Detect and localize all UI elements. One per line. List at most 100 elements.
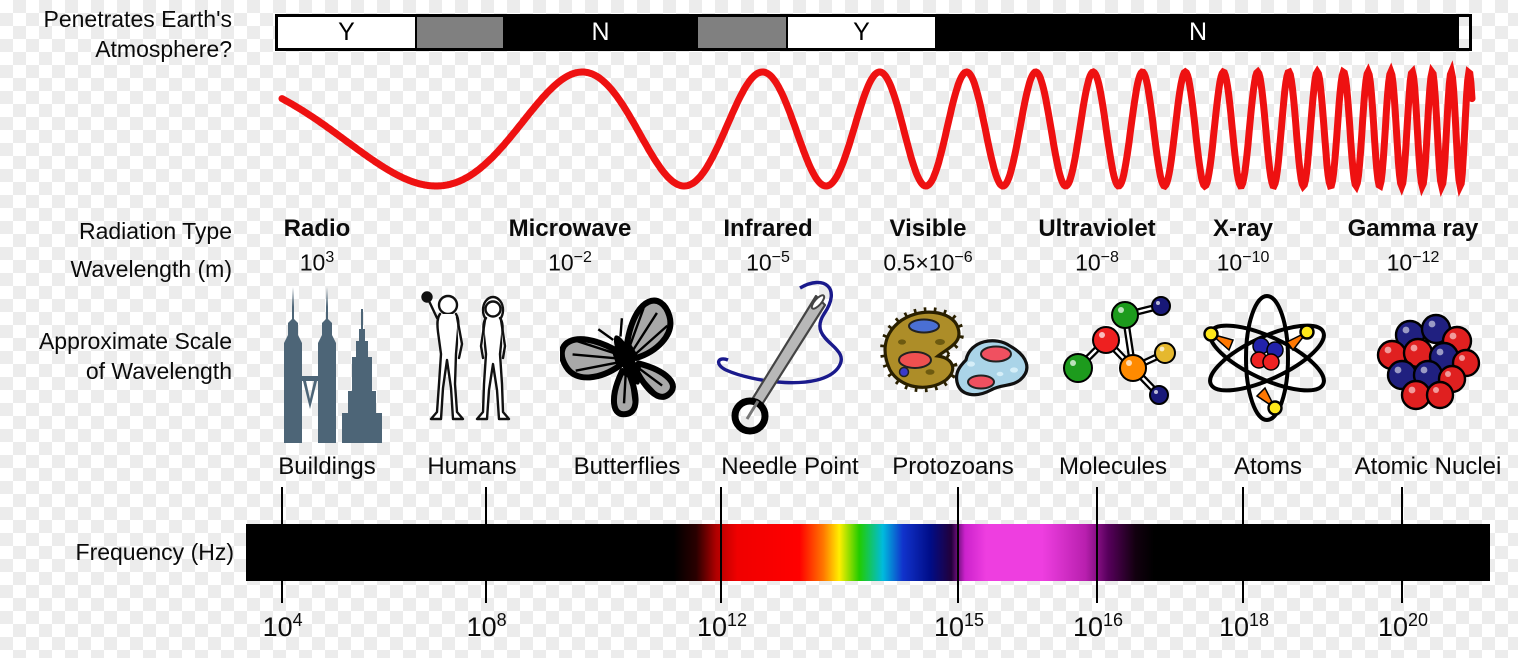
scale-row-label-line1: Approximate Scale [38,328,232,354]
frequency-exponent: 4 [292,610,303,630]
radiation-type-row-label: Radiation Type [78,218,232,244]
atmosphere-row-label-line1: Penetrates Earth's [43,6,233,32]
wavelength-row-label: Wavelength (m) [70,256,232,282]
frequency-tick [1401,487,1403,603]
frequency-exponent: 16 [1103,610,1124,630]
atom-icon [1203,294,1326,422]
frequency-value: 108 [467,610,507,643]
frequency-value: 1020 [1378,610,1428,643]
wavelength-value: 0.5×10−6 [883,249,972,277]
needle-icon [717,280,843,435]
wavelength-exponent: 3 [325,249,335,266]
atmosphere-segment: Y [786,17,935,48]
scale-item-label: Atomic Nuclei [1354,453,1502,480]
scale-item-label: Molecules [1058,453,1168,480]
wavelength-base: 10 [299,249,326,276]
scale-item-label: Butterflies [573,453,681,480]
frequency-spectrum-bar [246,524,1490,581]
scale-item-label: Atoms [1233,453,1303,480]
frequency-row-label: Frequency (Hz) [75,539,234,565]
frequency-value: 1018 [1219,610,1269,643]
wavelength-exponent: −2 [573,249,592,266]
frequency-value: 104 [263,610,303,643]
atmosphere-segment: N [935,17,1459,48]
radiation-type-item: Visible 0.5×10−6 [883,215,972,277]
wavelength-exponent: −10 [1242,249,1270,266]
wavelength-base: 0.5×10 [883,249,955,276]
wavelength-value: 10−8 [1038,249,1155,277]
atmosphere-segment [696,17,786,48]
atmosphere-row-label-line2: Atmosphere? [95,36,232,62]
radiation-type-item: Ultraviolet 10−8 [1038,215,1155,277]
buildings-icon [284,287,382,443]
wavelength-value: 10−12 [1348,249,1479,277]
atmosphere-segment-label: N [591,18,610,46]
frequency-tick [281,487,283,603]
radiation-type-item: Infrared 10−5 [723,215,812,277]
frequency-value: 1016 [1073,610,1123,643]
frequency-tick [485,487,487,603]
radiation-type-name: Microwave [508,215,632,242]
radiation-type-name: Ultraviolet [1038,215,1156,242]
atmosphere-row-label: Penetrates Earth's Atmosphere? [0,4,233,64]
frequency-tick [1096,487,1098,603]
frequency-value: 1015 [934,610,984,643]
wavelength-value: 10−2 [509,249,632,277]
scale-row-label-line2: of Wavelength [85,358,232,384]
atmosphere-segment: Y [278,17,415,48]
protozoans-icon [880,307,1029,397]
radiation-type-name: X-ray [1212,215,1274,242]
atmosphere-penetration-bar: Y N Y N [275,14,1472,51]
frequency-base: 10 [933,612,965,642]
radiation-type-name: Gamma ray [1347,215,1479,242]
atmosphere-segment [415,17,503,48]
wavelength-base: 10 [1216,249,1243,276]
frequency-base: 10 [1218,612,1250,642]
atmosphere-segment: N [503,17,696,48]
em-wave [278,60,1476,197]
frequency-exponent: 8 [496,610,507,630]
radiation-type-item: Radio 103 [284,215,351,277]
wavelength-exponent: −6 [954,249,973,266]
frequency-exponent: 12 [727,610,748,630]
butterfly-icon [560,297,676,418]
scale-item-label: Needle Point [721,453,859,480]
atmosphere-segment-label: Y [338,18,355,46]
radiation-type-item: Gamma ray 10−12 [1348,215,1479,277]
wavelength-exponent: −12 [1412,249,1440,266]
scale-item-label: Protozoans [892,453,1014,480]
radiation-type-name: Radio [283,215,351,242]
frequency-exponent: 20 [1408,610,1429,630]
frequency-base: 10 [1072,612,1104,642]
wavelength-base: 10 [1075,249,1101,276]
humans-icon [421,291,511,421]
frequency-value: 1012 [697,610,747,643]
radiation-type-item: X-ray 10−10 [1213,215,1273,277]
scale-item-label: Humans [427,453,517,480]
frequency-base: 10 [696,612,728,642]
wavelength-base: 10 [1386,249,1413,276]
frequency-tick [957,487,959,603]
wavelength-exponent: −8 [1100,249,1119,266]
atmosphere-segment-label: Y [853,18,870,46]
atmosphere-segment-label: N [1188,18,1208,46]
frequency-base: 10 [1377,612,1409,642]
wavelength-base: 10 [746,249,772,276]
frequency-exponent: 18 [1249,610,1270,630]
wavelength-value: 103 [284,249,351,277]
frequency-base: 10 [262,612,293,642]
em-wave-path [278,60,1476,197]
molecules-icon [1063,296,1176,405]
frequency-tick [720,487,722,603]
scale-item-label: Buildings [278,453,376,480]
radiation-type-name: Visible [889,215,967,242]
wavelength-exponent: −5 [771,249,790,266]
frequency-tick [1242,487,1244,603]
frequency-exponent: 15 [964,610,985,630]
scale-row-label: Approximate Scale of Wavelength [0,326,232,386]
radiation-type-name: Infrared [723,215,813,242]
radiation-type-item: Microwave 10−2 [509,215,632,277]
frequency-base: 10 [466,612,497,642]
wavelength-value: 10−10 [1213,249,1273,277]
